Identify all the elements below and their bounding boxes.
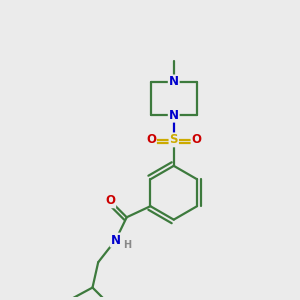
Text: H: H <box>123 240 131 250</box>
Text: N: N <box>169 109 179 122</box>
Text: O: O <box>105 194 115 207</box>
Text: S: S <box>169 134 178 146</box>
Text: N: N <box>111 234 121 247</box>
Text: O: O <box>191 134 202 146</box>
Text: O: O <box>146 134 156 146</box>
Text: N: N <box>169 75 179 88</box>
